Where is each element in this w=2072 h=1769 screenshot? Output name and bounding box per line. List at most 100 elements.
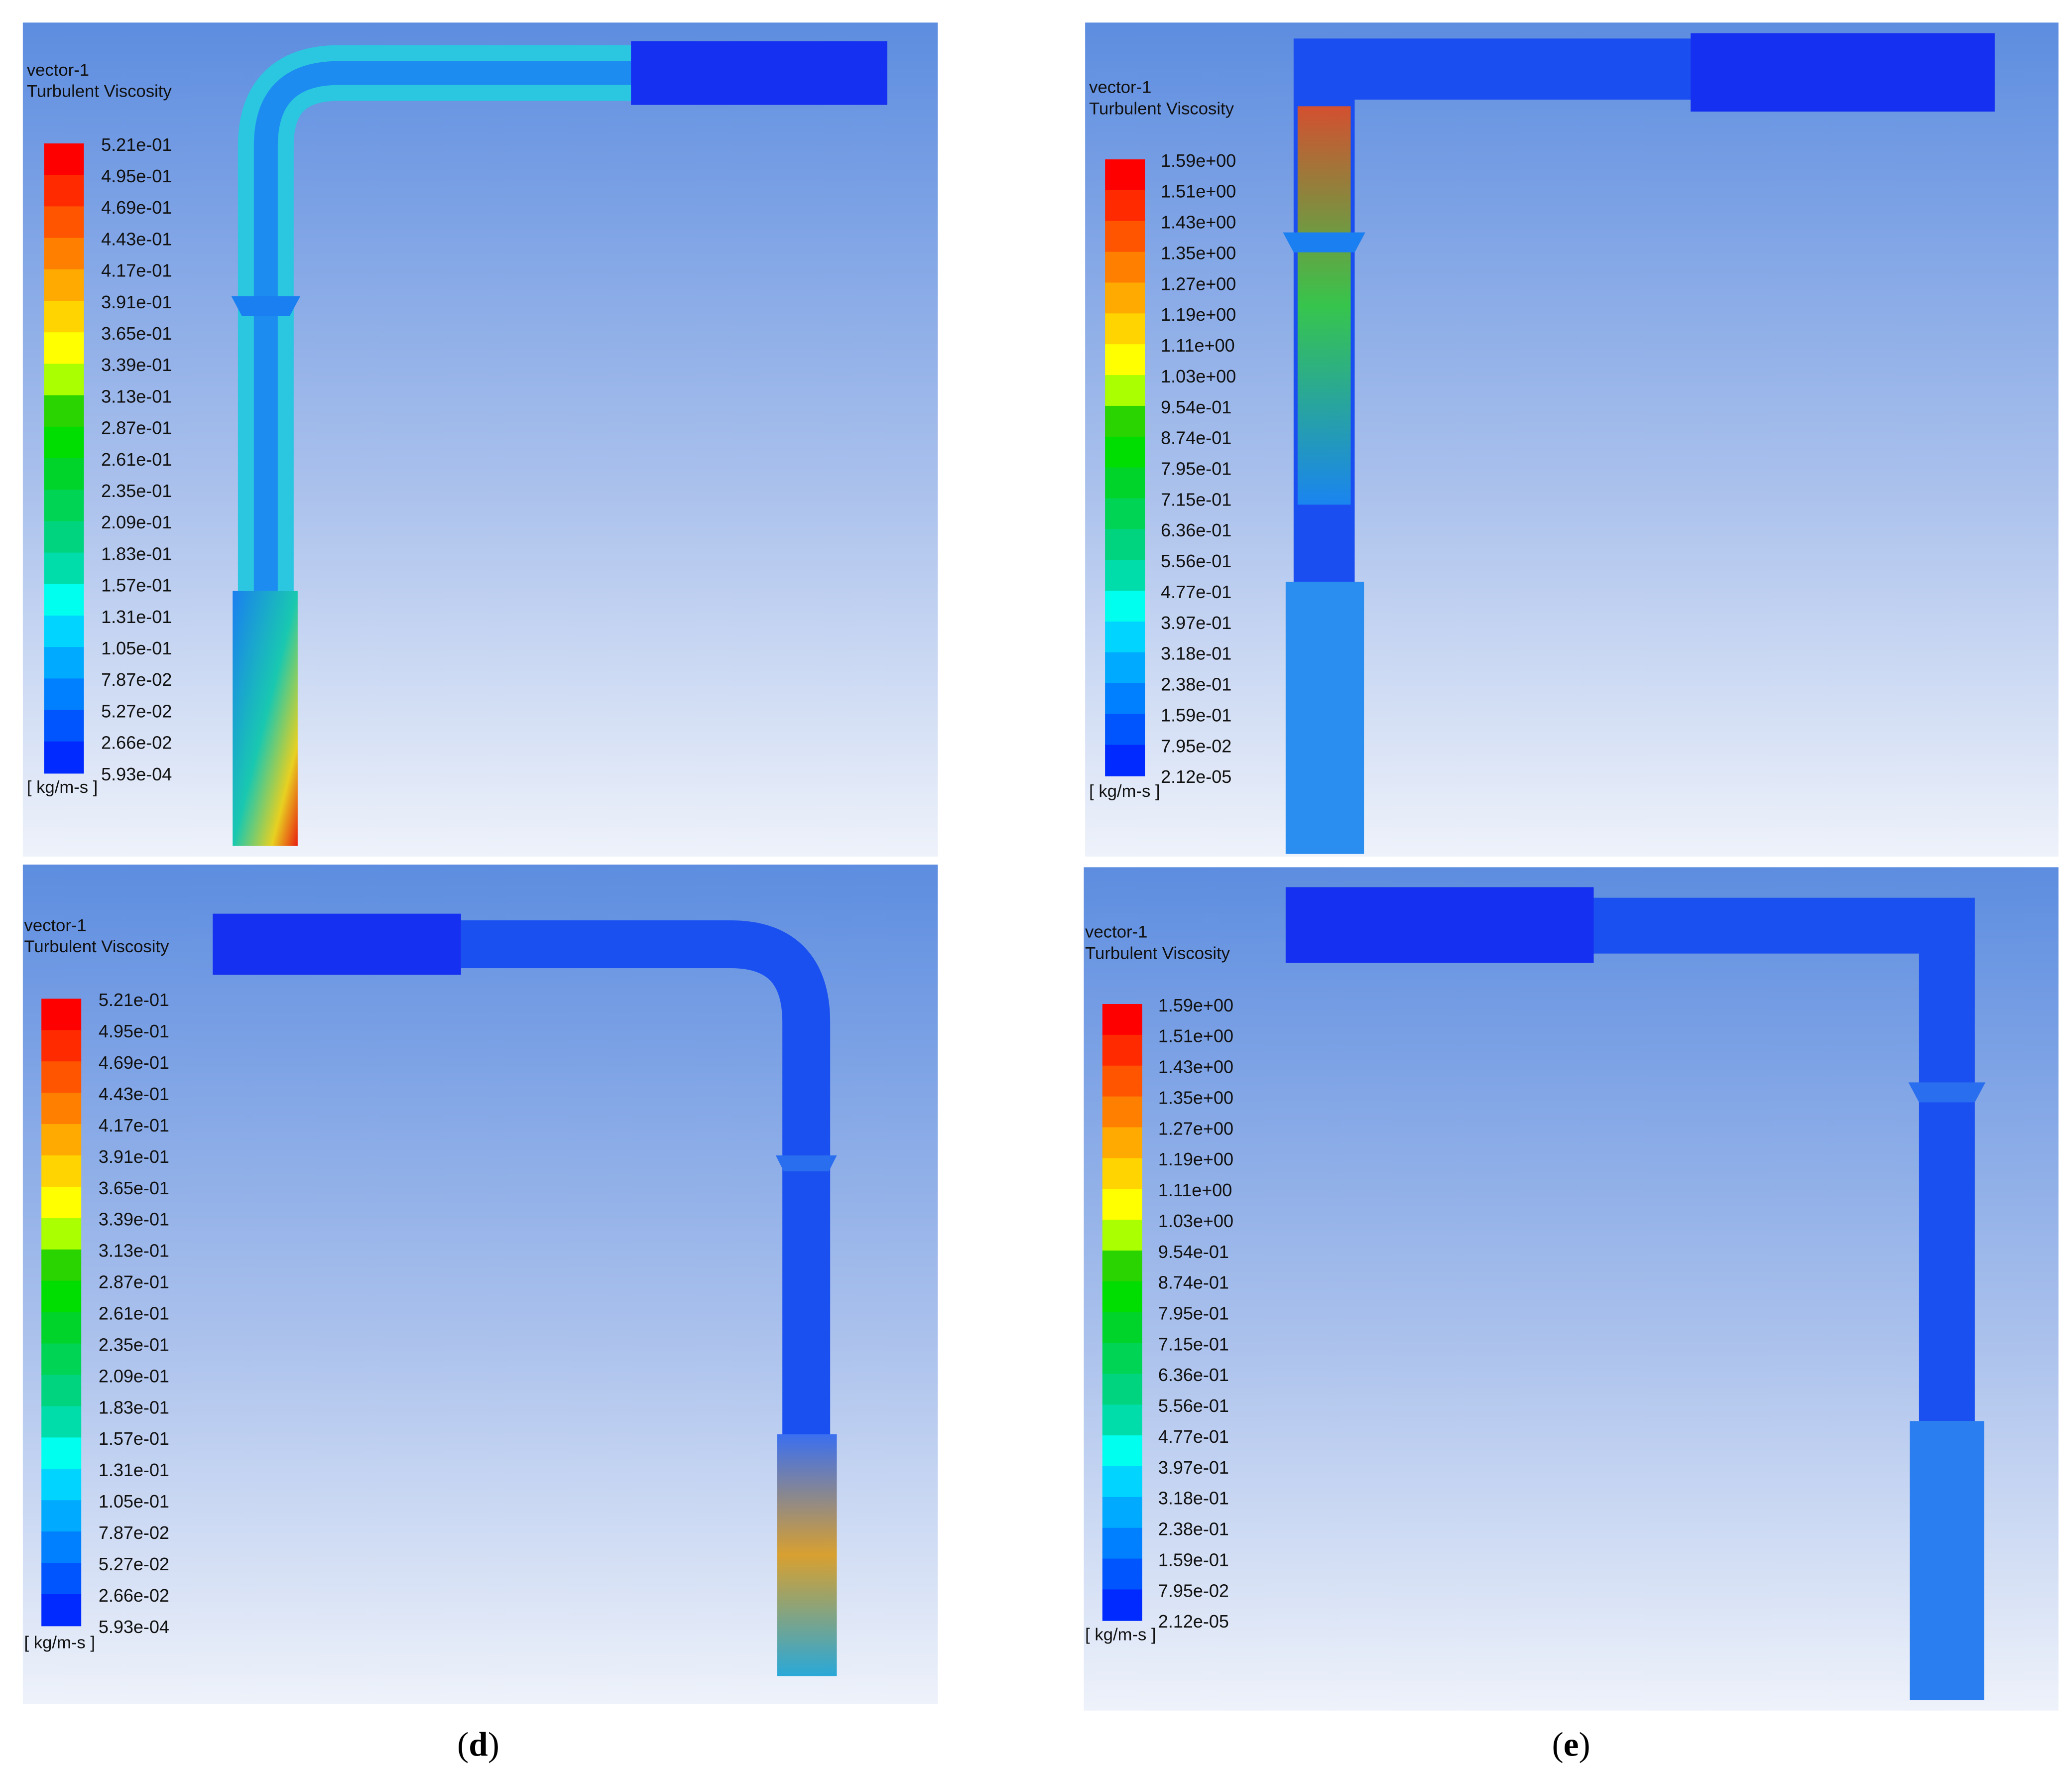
colorbar-segment	[1102, 1189, 1142, 1221]
colorbar-segment	[1102, 1497, 1142, 1529]
colorbar-label: 4.69e-01	[99, 1052, 169, 1073]
colorbar-label: 3.18e-01	[1158, 1488, 1229, 1509]
colorbar-label: 3.91e-01	[99, 1146, 169, 1167]
colorbar-segment	[44, 552, 84, 585]
colorbar-label: 1.51e+00	[1161, 181, 1236, 202]
colorbar-segment	[41, 1563, 82, 1595]
colorbar-label: 1.35e+00	[1161, 243, 1236, 263]
colorbar-segment	[41, 1280, 82, 1313]
colorbar-segment	[1105, 622, 1145, 653]
colorbar-segment	[1102, 1158, 1142, 1190]
colorbar-segment	[1102, 1004, 1142, 1036]
colorbar-label: 2.38e-01	[1161, 674, 1231, 695]
colorbar-label: 7.95e-02	[1161, 736, 1231, 756]
colorbar-label: 3.39e-01	[101, 355, 172, 375]
colorbar-segment	[44, 395, 84, 428]
colorbar-segment	[41, 1093, 82, 1125]
colorbar-segment	[1102, 1281, 1142, 1313]
colorbar-segment	[1105, 591, 1145, 623]
colorbar-label: 1.43e+00	[1161, 212, 1236, 233]
colorbar-segment	[44, 426, 84, 459]
colorbar-segment	[1105, 714, 1145, 746]
legend-header: vector-1	[24, 916, 87, 935]
colorbar-label: 1.35e+00	[1158, 1087, 1233, 1108]
colorbar-segment	[1105, 745, 1145, 776]
colorbar-segment	[41, 999, 82, 1031]
colorbar-label: 4.69e-01	[101, 197, 172, 218]
colorbar-label: 1.31e-01	[101, 607, 172, 627]
colorbar-label: 1.43e+00	[1158, 1057, 1233, 1077]
colorbar-label: 6.36e-01	[1158, 1365, 1229, 1385]
colorbar-label: 1.27e+00	[1161, 273, 1236, 294]
caption: (d)	[457, 1725, 499, 1763]
flange	[1283, 232, 1365, 253]
colorbar-label: 4.95e-01	[101, 166, 172, 186]
colorbar-label: 5.21e-01	[101, 134, 172, 155]
colorbar-segment	[1105, 529, 1145, 561]
colorbar-label: 1.11e+00	[1161, 335, 1234, 356]
flange	[775, 1155, 837, 1171]
colorbar-label: 5.21e-01	[99, 990, 169, 1010]
colorbar-segment	[1102, 1527, 1142, 1559]
legends: vector-1 Turbulent Viscosity 5.21e-01 4.95e…	[24, 61, 1236, 1652]
colorbar-segment	[1102, 1343, 1142, 1375]
colorbar-segment	[1105, 221, 1145, 253]
colorbar-segment	[41, 1030, 82, 1062]
colorbar-label: 4.77e-01	[1161, 582, 1231, 602]
colorbar-label: 2.35e-01	[101, 481, 172, 501]
colorbar-segment	[1105, 436, 1145, 468]
colorbar-label: 7.95e-02	[1158, 1580, 1229, 1601]
pipe-lower	[1285, 582, 1364, 854]
colorbar-label: 8.74e-01	[1161, 428, 1231, 448]
colorbar-segment	[1102, 1374, 1142, 1405]
colorbar-segment	[1102, 1250, 1142, 1282]
colorbar-label: 4.43e-01	[99, 1084, 169, 1104]
colorbar-segment	[1102, 1096, 1142, 1128]
pipe	[461, 920, 831, 1434]
colorbar-segment	[1105, 344, 1145, 376]
legend-unit: [ kg/m-s ]	[27, 778, 98, 797]
colorbar-segment	[44, 364, 84, 396]
colorbar-segment	[1105, 375, 1145, 407]
colorbar-label: 1.03e+00	[1158, 1211, 1233, 1231]
pipe-hot	[1297, 106, 1351, 505]
colorbar-label: 8.74e-01	[1158, 1272, 1229, 1293]
colorbar-segment	[41, 1437, 82, 1470]
colorbar-segment	[44, 143, 84, 176]
colorbar-label: 7.15e-01	[1161, 489, 1231, 509]
colorbar-label: 2.61e-01	[101, 449, 172, 470]
colorbar-segment	[44, 678, 84, 711]
colorbar-label: 1.19e+00	[1158, 1149, 1233, 1169]
colorbar-segment	[41, 1218, 82, 1251]
colorbar-label: 1.11e+00	[1158, 1180, 1232, 1200]
colorbar-segment	[44, 332, 84, 365]
colorbar-label: 1.59e+00	[1158, 995, 1233, 1015]
panel-bg	[1084, 867, 2059, 1711]
colorbar-label: 1.19e+00	[1161, 304, 1236, 325]
colorbar-label: 2.87e-01	[99, 1272, 169, 1292]
colorbar-segment	[1105, 467, 1145, 499]
colorbar-label: 1.83e-01	[101, 543, 172, 564]
colorbar-label: 1.51e+00	[1158, 1026, 1233, 1046]
colorbar-label: 1.05e-01	[99, 1491, 169, 1512]
colorbar-label: 1.57e-01	[101, 575, 172, 596]
colorbar-label: 4.43e-01	[101, 229, 172, 249]
flange	[1908, 1082, 1986, 1103]
legend-header: vector-1	[1089, 78, 1151, 97]
colorbar-label: 1.57e-01	[99, 1428, 169, 1449]
legend-header: vector-1	[27, 61, 89, 80]
colorbar-segment	[44, 647, 84, 679]
colorbar-label: 3.97e-01	[1158, 1457, 1229, 1478]
colorbar-label: 5.93e-04	[101, 764, 172, 784]
colorbar-label: 9.54e-01	[1161, 397, 1231, 417]
colorbar-label: 2.66e-02	[99, 1585, 169, 1606]
caption: (e)	[1552, 1725, 1590, 1763]
colorbar-label: 1.59e+00	[1161, 150, 1236, 171]
flange	[231, 296, 301, 316]
colorbar-segment	[41, 1186, 82, 1219]
legend-unit: [ kg/m-s ]	[1089, 782, 1160, 801]
colorbar-segment	[1102, 1589, 1142, 1621]
colorbar-segment	[1105, 252, 1145, 283]
colorbar-segment	[41, 1500, 82, 1532]
